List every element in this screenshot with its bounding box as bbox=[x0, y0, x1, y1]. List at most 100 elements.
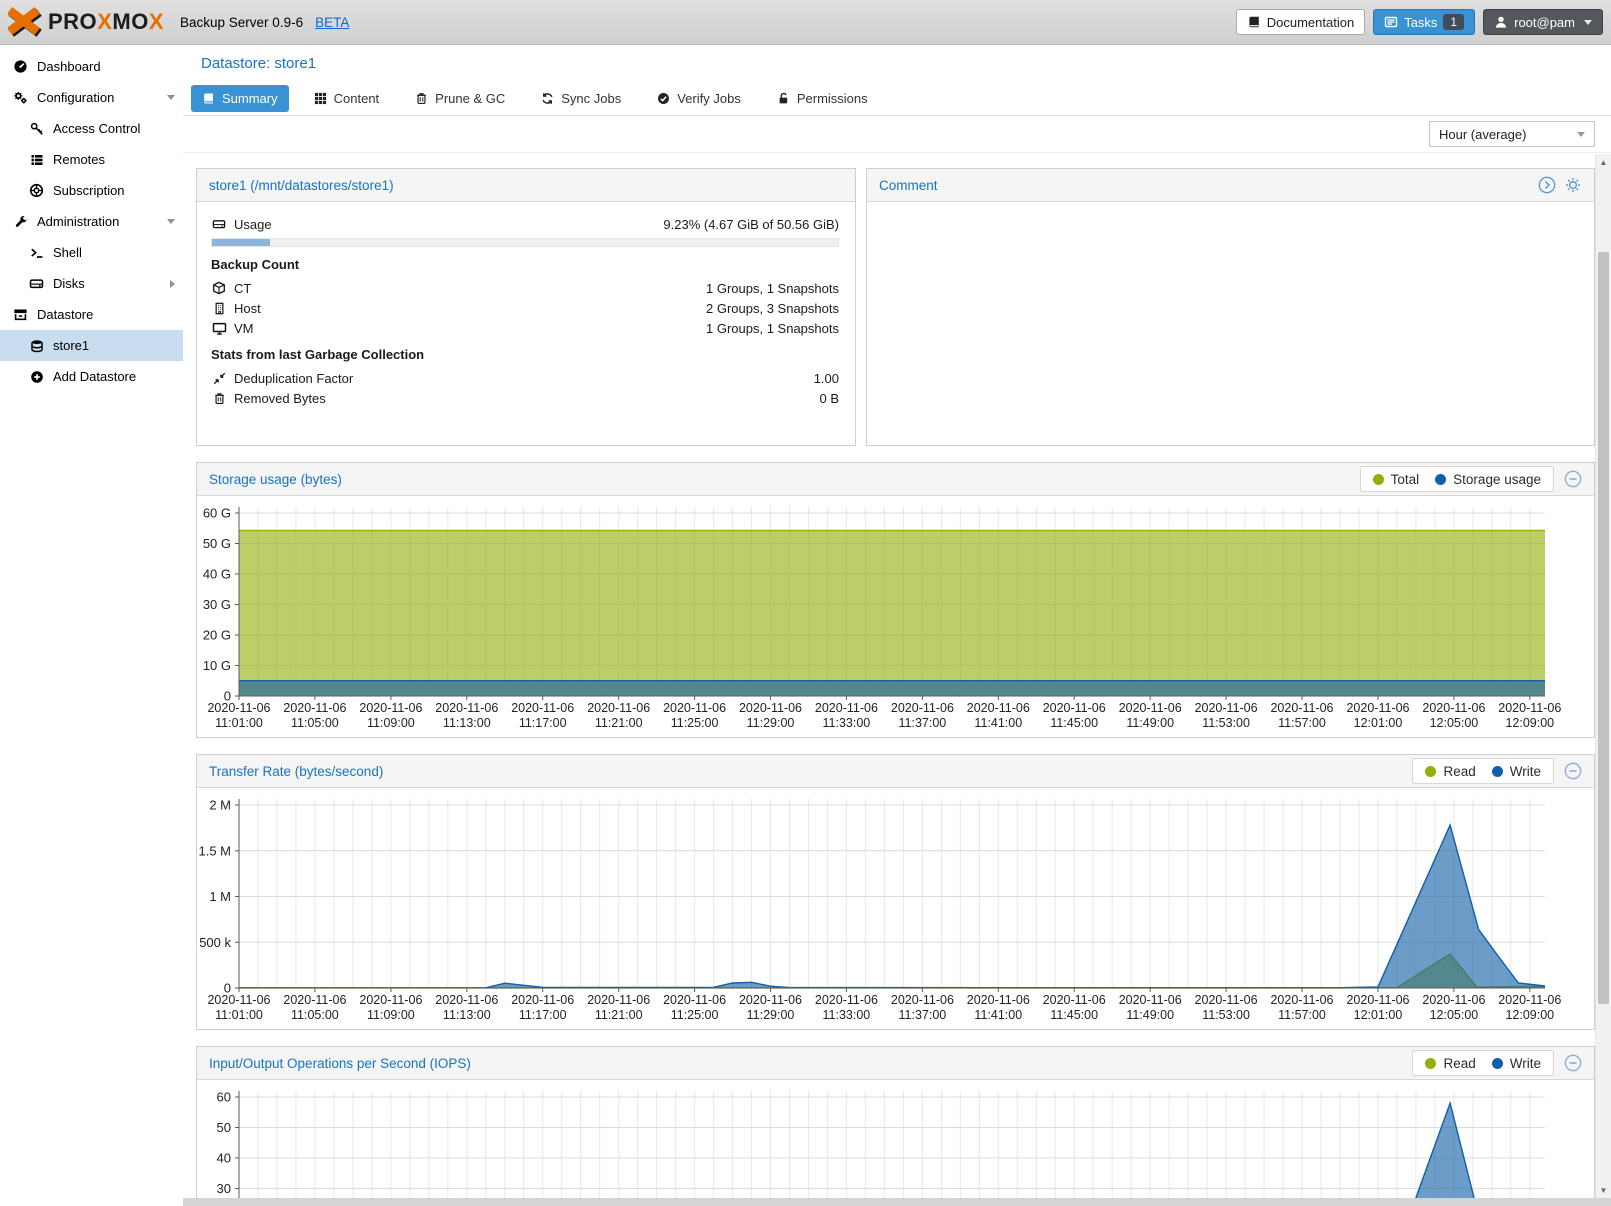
svg-text:11:53:00: 11:53:00 bbox=[1202, 716, 1250, 730]
legend-item-read[interactable]: Read bbox=[1425, 1056, 1476, 1071]
svg-text:11:25:00: 11:25:00 bbox=[671, 716, 719, 730]
svg-text:11:09:00: 11:09:00 bbox=[367, 716, 415, 730]
sidebar-item-remotes[interactable]: Remotes bbox=[0, 144, 183, 175]
tab-summary[interactable]: Summary bbox=[191, 85, 289, 112]
beta-link[interactable]: BETA bbox=[315, 14, 350, 30]
sidebar-item-subscription[interactable]: Subscription bbox=[0, 175, 183, 206]
svg-text:11:41:00: 11:41:00 bbox=[974, 1008, 1022, 1022]
terminal-icon bbox=[28, 246, 45, 260]
sidebar-item-store1[interactable]: store1 bbox=[0, 330, 183, 361]
tasks-button[interactable]: Tasks 1 bbox=[1373, 9, 1476, 35]
usage-row: Usage 9.23% (4.67 GiB of 50.56 GiB) bbox=[211, 214, 839, 234]
svg-text:2020-11-06: 2020-11-06 bbox=[1422, 993, 1485, 1007]
svg-text:2020-11-06: 2020-11-06 bbox=[1270, 701, 1333, 715]
svg-text:2020-11-06: 2020-11-06 bbox=[1498, 701, 1561, 715]
gear-icon[interactable] bbox=[1564, 176, 1582, 194]
svg-text:2020-11-06: 2020-11-06 bbox=[815, 993, 878, 1007]
scroll-down-arrow[interactable]: ▼ bbox=[1599, 1185, 1608, 1195]
documentation-button[interactable]: Documentation bbox=[1235, 9, 1366, 35]
collapse-chart-icon[interactable] bbox=[1564, 1054, 1582, 1072]
collapse-chart-icon[interactable] bbox=[1564, 470, 1582, 488]
book-icon bbox=[1247, 15, 1261, 29]
svg-text:2020-11-06: 2020-11-06 bbox=[283, 701, 346, 715]
legend-item-write[interactable]: Write bbox=[1491, 1056, 1541, 1071]
comment-panel-body[interactable] bbox=[867, 202, 1594, 445]
svg-text:11:05:00: 11:05:00 bbox=[291, 1008, 339, 1022]
svg-text:60: 60 bbox=[217, 1090, 231, 1105]
chevron-down-icon[interactable] bbox=[167, 95, 175, 100]
user-menu-button[interactable]: root@pam bbox=[1483, 9, 1603, 35]
compress-arrows-icon bbox=[211, 372, 227, 385]
sidebar-item-datastore[interactable]: Datastore bbox=[0, 299, 183, 330]
task-list-icon bbox=[1384, 15, 1398, 29]
vertical-scrollbar[interactable]: ▲ ▼ bbox=[1595, 154, 1611, 1198]
svg-text:50: 50 bbox=[217, 1120, 231, 1135]
legend-item-read[interactable]: Read bbox=[1425, 764, 1476, 779]
svg-text:11:21:00: 11:21:00 bbox=[595, 716, 643, 730]
svg-text:2020-11-06: 2020-11-06 bbox=[967, 993, 1030, 1007]
sidebar-item-dashboard[interactable]: Dashboard bbox=[0, 51, 183, 82]
scrollbar-thumb[interactable] bbox=[1598, 252, 1609, 1004]
svg-text:2020-11-06: 2020-11-06 bbox=[1422, 701, 1485, 715]
svg-text:11:41:00: 11:41:00 bbox=[974, 716, 1022, 730]
server-list-icon bbox=[28, 153, 45, 167]
svg-text:11:57:00: 11:57:00 bbox=[1278, 1008, 1326, 1022]
tab-prune-gc[interactable]: Prune & GC bbox=[404, 85, 516, 112]
svg-text:11:49:00: 11:49:00 bbox=[1126, 716, 1174, 730]
svg-text:0: 0 bbox=[224, 981, 231, 996]
tab-verify-jobs[interactable]: Verify Jobs bbox=[646, 85, 752, 112]
svg-text:11:37:00: 11:37:00 bbox=[899, 716, 947, 730]
svg-text:2020-11-06: 2020-11-06 bbox=[663, 701, 726, 715]
bottom-scroll-strip[interactable] bbox=[183, 1198, 1611, 1206]
expand-circle-icon[interactable] bbox=[1538, 176, 1556, 194]
svg-text:2020-11-06: 2020-11-06 bbox=[1195, 993, 1258, 1007]
scroll-up-arrow[interactable]: ▲ bbox=[1599, 157, 1608, 167]
legend-dot bbox=[1491, 1057, 1503, 1069]
svg-text:11:01:00: 11:01:00 bbox=[215, 1008, 263, 1022]
datastore-info-panel-title: store1 (/mnt/datastores/store1) bbox=[197, 169, 855, 202]
sidebar: Dashboard Configuration Access Control R… bbox=[0, 45, 183, 1206]
tasks-count-badge: 1 bbox=[1443, 14, 1465, 30]
svg-text:20 G: 20 G bbox=[203, 628, 231, 643]
chevron-right-icon[interactable] bbox=[170, 279, 175, 288]
svg-text:2020-11-06: 2020-11-06 bbox=[663, 993, 726, 1007]
life-ring-icon bbox=[28, 183, 45, 198]
collapse-chart-icon[interactable] bbox=[1564, 762, 1582, 780]
chevron-down-icon bbox=[1584, 19, 1592, 25]
sync-icon bbox=[541, 92, 554, 105]
tab-permissions[interactable]: Permissions bbox=[766, 85, 879, 112]
tab-content[interactable]: Content bbox=[303, 85, 391, 112]
sidebar-item-disks[interactable]: Disks bbox=[0, 268, 183, 299]
legend-item-total[interactable]: Total bbox=[1372, 472, 1419, 487]
svg-text:2020-11-06: 2020-11-06 bbox=[1043, 993, 1106, 1007]
backup-count-row-host: Host 2 Groups, 3 Snapshots bbox=[211, 298, 839, 318]
usage-label: Usage bbox=[234, 216, 272, 232]
gc-row-removed-bytes: Removed Bytes 0 B bbox=[211, 388, 839, 408]
svg-text:11:33:00: 11:33:00 bbox=[823, 716, 871, 730]
svg-text:12:09:00: 12:09:00 bbox=[1505, 1008, 1554, 1022]
time-range-select[interactable]: Hour (average) bbox=[1429, 121, 1595, 147]
storage-usage-chart: 0 10 G 20 G 30 G 40 G 50 G 60 G 2020-11-06 11:01… bbox=[197, 496, 1594, 737]
sidebar-item-add-datastore[interactable]: Add Datastore bbox=[0, 361, 183, 392]
sidebar-item-shell[interactable]: Shell bbox=[0, 237, 183, 268]
legend-dot bbox=[1435, 473, 1447, 485]
chevron-down-icon[interactable] bbox=[167, 219, 175, 224]
building-icon bbox=[211, 302, 227, 315]
svg-text:2020-11-06: 2020-11-06 bbox=[1270, 993, 1333, 1007]
legend-dot bbox=[1425, 765, 1437, 777]
iops-chart: 01020304050602020-11-0611:01:002020-11-0… bbox=[197, 1080, 1594, 1206]
sidebar-item-access-control[interactable]: Access Control bbox=[0, 113, 183, 144]
svg-text:12:01:00: 12:01:00 bbox=[1354, 1008, 1403, 1022]
svg-text:2020-11-06: 2020-11-06 bbox=[359, 993, 422, 1007]
svg-text:2020-11-06: 2020-11-06 bbox=[1346, 701, 1409, 715]
sidebar-item-configuration[interactable]: Configuration bbox=[0, 82, 183, 113]
sidebar-item-administration[interactable]: Administration bbox=[0, 206, 183, 237]
legend-item-write[interactable]: Write bbox=[1491, 764, 1541, 779]
legend-item-storage-usage[interactable]: Storage usage bbox=[1435, 472, 1541, 487]
tab-sync-jobs[interactable]: Sync Jobs bbox=[530, 85, 632, 112]
svg-text:2020-11-06: 2020-11-06 bbox=[815, 701, 878, 715]
svg-text:2020-11-06: 2020-11-06 bbox=[359, 701, 422, 715]
hdd-icon bbox=[211, 217, 227, 231]
svg-text:12:05:00: 12:05:00 bbox=[1430, 716, 1479, 730]
svg-text:1.5 M: 1.5 M bbox=[198, 843, 231, 858]
